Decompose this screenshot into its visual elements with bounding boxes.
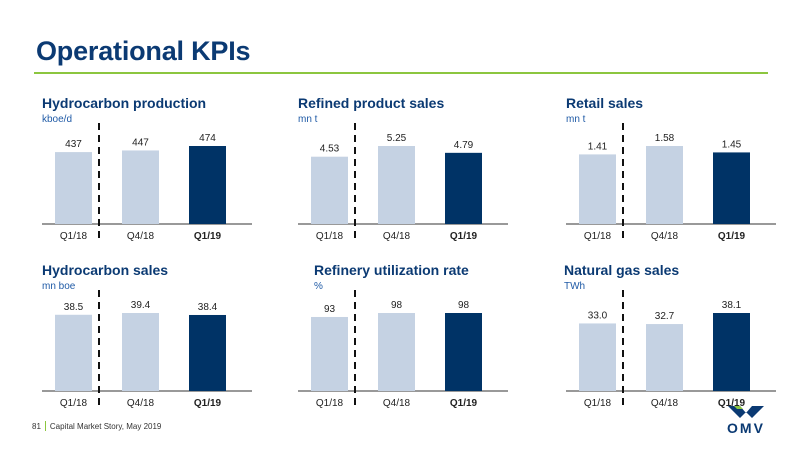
x-tick-label: Q1/19 [718, 231, 746, 242]
chart-unit: mn t [566, 114, 586, 125]
chart-title: Refinery utilization rate [314, 262, 469, 278]
data-label: 38.4 [198, 302, 218, 313]
data-label: 33.0 [588, 310, 608, 321]
x-tick-label: Q1/18 [316, 231, 344, 242]
chart-title: Hydrocarbon production [42, 95, 207, 111]
chart-title: Retail sales [566, 95, 644, 111]
bar [55, 152, 92, 224]
bar [378, 146, 415, 224]
bar [445, 313, 482, 391]
data-label: 38.5 [64, 302, 84, 313]
x-tick-label: Q1/18 [60, 231, 88, 242]
bar [189, 146, 226, 224]
bar-chart: 38.5 Q1/18 39.4 Q4/18 38.4 Q1/19 [42, 290, 252, 409]
data-label: 38.1 [722, 300, 742, 311]
x-tick-label: Q4/18 [383, 231, 411, 242]
x-tick-label: Q1/19 [718, 398, 746, 409]
x-tick-label: Q1/18 [316, 398, 344, 409]
chart-panel: Retail sales mn t 1.41 Q1/18 1.58 Q4/18 1.45… [566, 95, 800, 255]
chart-title: Refined product sales [298, 95, 445, 111]
data-label: 93 [324, 304, 336, 315]
footer-text: Capital Market Story, May 2019 [49, 422, 162, 431]
x-tick-label: Q1/19 [194, 398, 222, 409]
x-tick-label: Q1/19 [450, 231, 478, 242]
bar [646, 324, 683, 391]
x-tick-label: Q1/19 [450, 398, 478, 409]
bar-chart: 437 Q1/18 447 Q4/18 474 Q1/19 [42, 123, 252, 242]
bar-chart: 33.0 Q1/18 32.7 Q4/18 38.1 Q1/19 [566, 290, 776, 409]
bar [445, 152, 482, 224]
chart-panel: Hydrocarbon sales mn boe 38.5 Q1/18 39.4 Q4… [42, 262, 282, 422]
data-label: 98 [391, 300, 403, 311]
bar-chart: 1.41 Q1/18 1.58 Q4/18 1.45 Q1/19 [566, 123, 776, 242]
bar [122, 150, 159, 224]
data-label: 1.58 [655, 133, 675, 144]
page-number: 81 [32, 422, 41, 431]
bar [713, 313, 750, 391]
chart-title: Natural gas sales [564, 262, 680, 278]
omv-logo-text: OMV [727, 420, 765, 436]
bar [713, 152, 750, 224]
x-tick-label: Q1/18 [60, 398, 88, 409]
chart-unit: kboe/d [42, 114, 73, 125]
data-label: 5.25 [387, 133, 407, 144]
chart-title: Hydrocarbon sales [42, 262, 169, 278]
data-label: 437 [65, 139, 82, 150]
x-tick-label: Q1/18 [584, 231, 612, 242]
data-label: 39.4 [131, 300, 151, 311]
bar [55, 314, 92, 391]
footer: 81 Capital Market Story, May 2019 [32, 421, 161, 431]
bar [122, 313, 159, 391]
x-tick-label: Q4/18 [383, 398, 411, 409]
chart-unit: % [314, 281, 323, 292]
x-tick-label: Q4/18 [651, 231, 679, 242]
bar [378, 313, 415, 391]
x-tick-label: Q4/18 [651, 398, 679, 409]
title-divider [34, 72, 768, 74]
bar [311, 156, 348, 224]
x-tick-label: Q4/18 [127, 398, 155, 409]
chart-panel: Natural gas sales TWh 33.0 Q1/18 32.7 Q4/18… [564, 262, 800, 422]
x-tick-label: Q1/18 [584, 398, 612, 409]
chart-unit: mn t [298, 114, 318, 125]
data-label: 474 [199, 133, 216, 144]
chart-panel: Hydrocarbon production kboe/d 437 Q1/18 44… [42, 95, 282, 255]
bar-chart: 4.53 Q1/18 5.25 Q4/18 4.79 Q1/19 [298, 123, 508, 242]
page-title: Operational KPIs [36, 36, 251, 66]
data-label: 1.45 [722, 139, 742, 150]
bar [579, 154, 616, 224]
chart-panel: Refined product sales mn t 4.53 Q1/18 5.25… [298, 95, 538, 255]
footer-divider [44, 421, 46, 431]
bar-chart: 93 Q1/18 98 Q4/18 98 Q1/19 [298, 290, 508, 409]
bar [579, 323, 616, 391]
data-label: 4.53 [320, 144, 340, 155]
omv-logo-mark [728, 406, 764, 418]
x-tick-label: Q1/19 [194, 231, 222, 242]
x-tick-label: Q4/18 [127, 231, 155, 242]
data-label: 98 [458, 300, 470, 311]
data-label: 32.7 [655, 311, 675, 322]
data-label: 4.79 [454, 140, 474, 151]
chart-unit: TWh [564, 281, 586, 292]
bar [311, 316, 348, 391]
bar [646, 146, 683, 224]
data-label: 1.41 [588, 141, 608, 152]
data-label: 447 [132, 137, 149, 148]
chart-panel: Refinery utilization rate % 93 Q1/18 98 Q4/… [298, 262, 554, 422]
omv-logo: OMV [722, 404, 770, 438]
chart-unit: mn boe [42, 281, 76, 292]
bar [189, 314, 226, 391]
